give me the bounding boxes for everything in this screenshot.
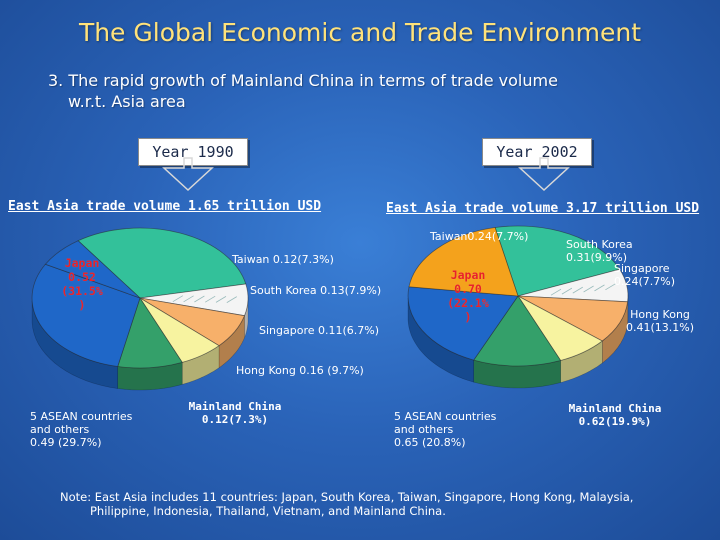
pie-slice-mainland-china xyxy=(44,240,141,299)
pie-slice-5-asean-countries-and-others xyxy=(31,263,141,367)
hatch-line xyxy=(226,296,238,303)
hatch-line xyxy=(583,285,594,293)
year-2002-box: Year 2002 xyxy=(482,138,592,166)
footnote-line-1: Note: East Asia includes 11 countries: J… xyxy=(60,490,634,504)
arrow-2002-icon xyxy=(518,157,570,192)
year-1990-box: Year 1990 xyxy=(138,138,248,166)
hatch-line xyxy=(550,288,562,296)
subtitle-line-2: w.r.t. Asia area xyxy=(68,92,186,111)
pie-chart-2002 xyxy=(407,225,629,389)
footnote-line-2: Philippine, Indonesia, Thailand, Vietnam… xyxy=(90,504,446,518)
hatch-line xyxy=(183,295,194,303)
page-title: The Global Economic and Trade Environmen… xyxy=(78,18,642,47)
label-1990-south-korea: South Korea 0.13(7.9%) xyxy=(250,284,382,297)
hatch-line xyxy=(594,284,605,292)
label-1990-mainland-china: Mainland China 0.12(7.3%) xyxy=(188,400,282,426)
arrow-1990-icon xyxy=(162,157,214,192)
label-1990-singapore: Singapore 0.11(6.7%) xyxy=(259,324,380,337)
subtitle-line-1: 3. The rapid growth of Mainland China in… xyxy=(48,71,558,90)
label-2002-hong-kong: Hong Kong 0.41(13.1%) xyxy=(626,308,695,334)
pie-slice-hong-kong xyxy=(473,295,562,367)
label-2002-mainland-china: Mainland China 0.62(19.9%) xyxy=(568,402,662,428)
label-1990-asean: 5 ASEAN countries and others 0.49 (29.7%… xyxy=(30,410,133,449)
hatch-line xyxy=(194,295,205,303)
label-1990-japan: Japan 0.52 (31.5% ) xyxy=(61,256,103,312)
hatch-line xyxy=(561,287,573,295)
pie-slice-japan xyxy=(77,227,247,299)
hatch-line xyxy=(172,295,184,303)
volume-2002: East Asia trade volume 3.17 trillion USD xyxy=(386,201,700,216)
hatch-line xyxy=(605,283,616,291)
hatch-line xyxy=(572,286,584,294)
hatch-line xyxy=(215,296,227,303)
label-2002-japan: Japan 0.70 (22.1% ) xyxy=(447,268,489,324)
pie-slice-japan xyxy=(494,225,621,297)
pie-slice-mainland-china xyxy=(408,227,519,297)
label-1990-hong-kong: Hong Kong 0.16 (9.7%) xyxy=(236,364,364,377)
subtitle: 3. The rapid growth of Mainland China in… xyxy=(48,70,668,112)
label-2002-south-korea: South Korea 0.31(9.9%) xyxy=(566,238,633,264)
pie-slice-5-asean-countries-and-others xyxy=(407,286,519,361)
label-2002-taiwan: Taiwan0.24(7.7%) xyxy=(430,230,529,243)
label-1990-taiwan: Taiwan 0.12(7.3%) xyxy=(232,253,334,266)
volume-1990: East Asia trade volume 1.65 trillion USD xyxy=(8,199,322,214)
footnote: Note: East Asia includes 11 countries: J… xyxy=(60,490,700,518)
hatch-line xyxy=(204,295,216,303)
label-2002-asean: 5 ASEAN countries and others 0.65 (20.8%… xyxy=(394,410,497,449)
pie-chart-1990 xyxy=(31,227,249,391)
label-2002-singapore: Singapore 0.24(7.7%) xyxy=(614,262,676,288)
